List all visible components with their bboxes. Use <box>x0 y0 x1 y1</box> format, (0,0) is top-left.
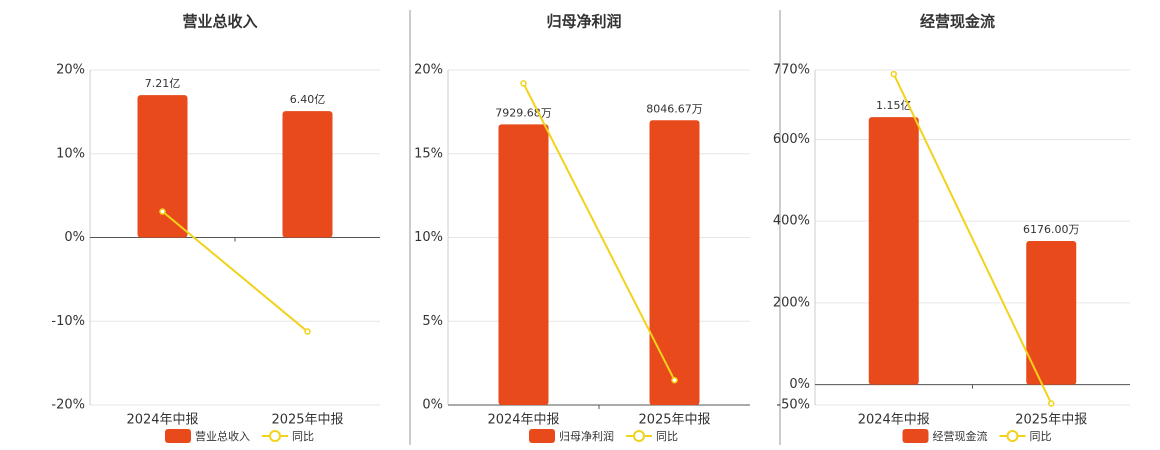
bar <box>498 124 549 406</box>
y-tick-label: -20% <box>51 398 85 413</box>
line <box>161 210 309 333</box>
line-point <box>1048 400 1055 407</box>
y-tick-label: 0% <box>789 377 810 392</box>
y-tick-label: 0% <box>422 398 443 413</box>
y-tick-label: 600% <box>773 132 810 147</box>
bar <box>649 120 700 405</box>
x-tick-label: 2024年中报 <box>126 413 198 428</box>
legend-swatch <box>269 430 281 442</box>
y-tick-label: -50% <box>776 398 810 413</box>
bar <box>1026 240 1077 385</box>
chart-title: 经营现金流 <box>920 13 995 31</box>
line-point <box>671 376 678 384</box>
y-tick-label: 10% <box>56 146 85 161</box>
legend-label: 同比 <box>1030 430 1052 443</box>
chart-title: 营业总收入 <box>182 13 257 31</box>
y-tick-label: 200% <box>773 295 810 310</box>
x-tick-label: 2025年中报 <box>1015 413 1087 428</box>
bar <box>282 111 333 238</box>
data-label: 6.40亿 <box>290 93 326 106</box>
line-point <box>890 70 897 78</box>
legend-label: 同比 <box>656 430 678 443</box>
data-label: 6176.00万 <box>1023 223 1080 236</box>
y-tick-label: 5% <box>422 314 443 329</box>
line <box>892 73 1053 404</box>
bar <box>137 95 188 238</box>
y-tick-label: 15% <box>414 146 443 161</box>
y-tick-label: 0% <box>64 230 85 245</box>
legend-swatch <box>1006 430 1019 442</box>
data-label: 7929.68万 <box>495 106 552 119</box>
legend-label: 同比 <box>292 430 314 443</box>
data-label: 1.15亿 <box>876 99 912 112</box>
y-tick-label: 20% <box>56 63 85 78</box>
bar <box>868 117 919 385</box>
y-tick-label: 770% <box>773 63 810 78</box>
line-point <box>304 328 311 335</box>
line <box>522 82 676 381</box>
data-label: 7.21亿 <box>145 77 181 90</box>
line-point <box>520 80 527 87</box>
legend-label: 经营现金流 <box>933 429 988 443</box>
legend-swatch <box>633 430 645 442</box>
legend-label: 归母净利润 <box>559 429 614 443</box>
y-tick-label: 20% <box>414 63 443 78</box>
x-tick-label: 2025年中报 <box>271 413 343 428</box>
legend-swatch <box>165 429 191 443</box>
x-tick-label: 2024年中报 <box>487 413 559 428</box>
legend-swatch <box>902 429 929 443</box>
legend-label: 营业总收入 <box>195 429 250 443</box>
y-tick-label: -10% <box>51 314 85 329</box>
y-tick-label: 10% <box>414 230 443 245</box>
data-label: 8046.67万 <box>646 102 703 115</box>
y-tick-label: 400% <box>773 214 810 229</box>
x-tick-label: 2024年中报 <box>858 413 930 428</box>
chart-title: 归母净利润 <box>546 13 621 31</box>
legend-swatch <box>529 429 555 443</box>
line-point <box>159 208 166 215</box>
x-tick-label: 2025年中报 <box>638 413 710 428</box>
